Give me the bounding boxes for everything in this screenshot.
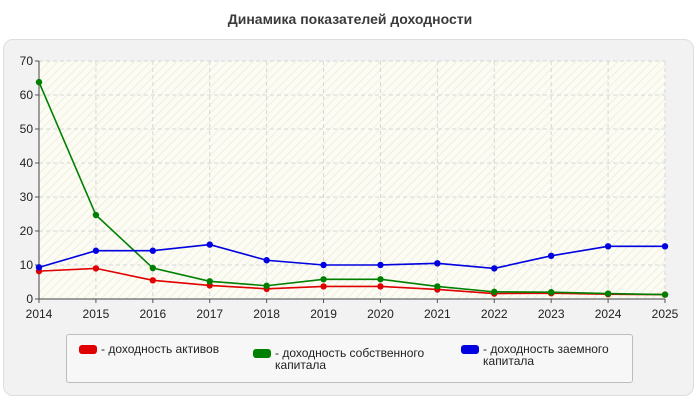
data-point-assets: [149, 277, 157, 284]
y-tick-label: 20: [20, 224, 34, 238]
data-point-equity: [547, 289, 555, 296]
y-tick-label: 50: [20, 122, 34, 136]
data-point-assets: [92, 265, 100, 272]
data-point-equity: [434, 283, 441, 290]
legend-label-debt: - доходность заемного капитала: [483, 342, 609, 368]
x-tick-label: 2025: [652, 307, 679, 321]
data-point-debt: [263, 257, 270, 264]
plot-background: [39, 61, 665, 299]
x-tick-label: 2016: [139, 307, 166, 321]
series-group: [35, 78, 669, 298]
y-tick-label: 70: [20, 54, 34, 68]
legend-label-assets: - доходность активов: [101, 342, 220, 356]
y-tick-label: 40: [20, 156, 34, 170]
legend: - доходность активов - доходность собств…: [66, 334, 633, 383]
x-tick-label: 2022: [481, 307, 508, 321]
data-point-debt: [491, 265, 498, 272]
data-point-equity: [604, 290, 612, 297]
data-point-debt: [149, 247, 157, 254]
data-point-debt: [547, 252, 555, 260]
series-debt: [35, 241, 669, 272]
series-line-debt: [38, 243, 665, 270]
data-point-equity: [661, 291, 669, 298]
data-point-equity: [320, 276, 327, 283]
y-tick-label: 60: [20, 88, 34, 102]
data-point-debt: [35, 264, 43, 271]
data-point-equity: [35, 78, 43, 86]
chart-title: Динамика показателей доходности: [227, 11, 473, 27]
data-point-equity: [92, 211, 100, 219]
x-tick-label: 2017: [196, 307, 223, 321]
x-tick-label: 2020: [367, 307, 394, 321]
legend-item-assets: - доходность активов: [79, 343, 251, 355]
y-tick-label: 10: [20, 258, 34, 272]
legend-item-equity: - доходность собственного капитала: [253, 347, 425, 371]
data-point-debt: [661, 243, 669, 250]
data-point-equity: [206, 278, 213, 285]
series-line-assets: [38, 267, 666, 296]
data-point-assets: [377, 283, 384, 290]
data-point-debt: [434, 260, 441, 267]
data-point-assets: [320, 283, 327, 290]
data-point-equity: [149, 264, 157, 272]
legend-swatch-assets: [79, 345, 97, 354]
data-point-equity: [491, 288, 498, 296]
x-tick-label: 2021: [424, 307, 451, 321]
x-tick-label: 2015: [83, 307, 110, 321]
data-point-equity: [263, 282, 270, 289]
x-tick-label: 2023: [538, 307, 565, 321]
x-tick-label: 2024: [595, 307, 622, 321]
legend-swatch-equity: [253, 349, 271, 358]
x-tick-label: 2018: [253, 307, 280, 321]
axes: 0 10 20 30 40 50 60 70 2014 2015 2016 2017 2018 2019 2…: [20, 54, 679, 321]
data-point-debt: [377, 261, 384, 269]
y-tick-label: 0: [26, 292, 33, 306]
data-point-debt: [320, 261, 327, 269]
data-point-debt: [92, 247, 100, 254]
data-point-equity: [377, 276, 384, 283]
series-equity: [35, 78, 669, 298]
x-tick-label: 2014: [26, 307, 53, 321]
data-point-debt: [206, 241, 213, 248]
legend-label-equity: - доходность собственного капитала: [275, 346, 425, 372]
x-tick-label: 2019: [310, 307, 337, 321]
series-line-equity: [38, 81, 666, 296]
y-tick-label: 30: [20, 190, 34, 204]
data-point-debt: [604, 243, 612, 250]
legend-swatch-debt: [461, 345, 479, 354]
legend-item-debt: - доходность заемного капитала: [461, 343, 633, 367]
